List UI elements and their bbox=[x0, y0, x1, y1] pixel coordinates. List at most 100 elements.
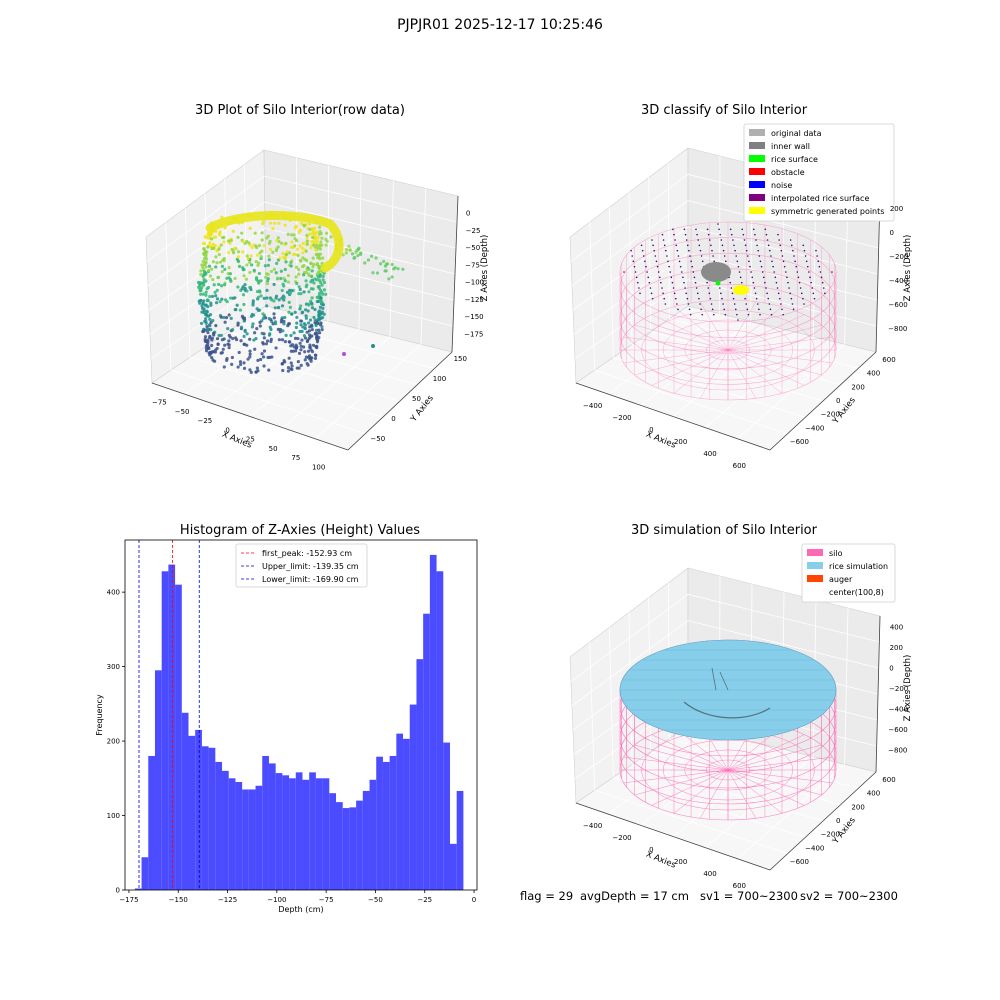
raw-point bbox=[293, 226, 297, 230]
surface-dot bbox=[713, 260, 716, 263]
raw-point bbox=[292, 233, 296, 237]
raw-point bbox=[299, 323, 303, 327]
histogram-bar bbox=[275, 773, 283, 890]
x-tick-label: 0 bbox=[225, 426, 229, 434]
x-tick-label: −100 bbox=[267, 896, 286, 904]
histogram-bar bbox=[302, 779, 310, 890]
raw-point bbox=[309, 301, 314, 305]
histogram-bar bbox=[322, 778, 330, 890]
raw-point bbox=[281, 251, 285, 256]
surface-dot bbox=[663, 244, 666, 247]
raw-point bbox=[275, 261, 279, 265]
raw-point bbox=[341, 253, 345, 257]
raw-point bbox=[237, 350, 241, 355]
wall-grid-line bbox=[146, 175, 458, 262]
raw-point bbox=[272, 316, 276, 320]
surface-dot bbox=[682, 276, 684, 279]
surface-dot bbox=[719, 233, 722, 236]
surface-dot bbox=[750, 271, 752, 273]
raw-point bbox=[240, 231, 244, 235]
histogram-bar bbox=[315, 778, 323, 890]
surface-dot bbox=[732, 297, 735, 300]
z-axis-line bbox=[451, 195, 459, 353]
surface-dot bbox=[800, 292, 803, 295]
raw-point bbox=[289, 333, 293, 338]
surface-dot bbox=[692, 271, 695, 273]
surface-dot bbox=[656, 265, 659, 268]
surface-dot bbox=[712, 313, 715, 316]
surface-dot bbox=[758, 255, 761, 257]
surface-dot bbox=[790, 297, 793, 300]
surface-dot bbox=[691, 265, 694, 268]
surface-dot bbox=[706, 228, 709, 231]
surface-dot bbox=[744, 297, 746, 300]
surface-dot bbox=[734, 249, 736, 252]
raw-point bbox=[325, 239, 329, 243]
raw-point bbox=[234, 307, 238, 312]
raw-point bbox=[210, 294, 215, 299]
surface-dot bbox=[796, 271, 799, 273]
raw-point bbox=[208, 334, 212, 338]
raw-point bbox=[214, 265, 218, 269]
raw-point bbox=[310, 327, 314, 332]
x-tick-label: 75 bbox=[291, 454, 300, 462]
raw-point bbox=[221, 258, 225, 262]
raw-point bbox=[205, 327, 210, 331]
raw-point bbox=[370, 254, 374, 258]
surface-dot bbox=[804, 255, 807, 257]
surface-dot bbox=[745, 303, 748, 305]
raw-point bbox=[300, 246, 304, 250]
raw-point bbox=[284, 252, 288, 257]
x-tick-label: 25 bbox=[246, 436, 255, 444]
raw-point bbox=[301, 265, 305, 269]
raw-point bbox=[319, 299, 323, 304]
surface-dot bbox=[685, 292, 688, 295]
raw-point bbox=[316, 270, 321, 274]
raw-point bbox=[210, 350, 215, 354]
flag-readout: flag = 29 bbox=[520, 889, 574, 903]
surface-dot bbox=[741, 228, 744, 231]
surface-dot bbox=[724, 313, 727, 316]
raw-point bbox=[213, 350, 218, 354]
raw-point bbox=[305, 267, 309, 271]
raw-point bbox=[212, 283, 216, 287]
surface-dot bbox=[729, 228, 732, 231]
raw-point bbox=[220, 264, 224, 268]
z-tick-label: −400 bbox=[889, 706, 908, 714]
raw-point bbox=[242, 302, 246, 307]
raw-point bbox=[314, 248, 318, 252]
raw-point bbox=[320, 290, 324, 294]
histogram-bar bbox=[148, 755, 155, 890]
raw-point bbox=[294, 275, 298, 279]
raw-point bbox=[282, 319, 286, 324]
surface-dot bbox=[792, 308, 795, 311]
x-tick-label: −400 bbox=[583, 402, 602, 410]
raw-point bbox=[205, 324, 209, 329]
raw-point bbox=[199, 298, 203, 303]
surface-dot bbox=[651, 239, 653, 241]
raw-point bbox=[321, 256, 325, 260]
raw-point bbox=[238, 308, 243, 312]
raw-point bbox=[291, 349, 295, 353]
x-tick-label: −125 bbox=[218, 896, 237, 904]
raw-point bbox=[206, 343, 210, 347]
surface-dot bbox=[662, 292, 664, 295]
raw-point bbox=[304, 279, 308, 283]
raw-point bbox=[293, 252, 298, 257]
surface-dot bbox=[720, 239, 723, 241]
raw-point bbox=[298, 258, 303, 263]
raw-point bbox=[293, 244, 297, 248]
raw-point bbox=[258, 320, 262, 324]
raw-point bbox=[319, 296, 323, 300]
surface-dot bbox=[789, 239, 792, 241]
surface-dot bbox=[780, 249, 783, 252]
x-tick-label: −25 bbox=[417, 896, 432, 904]
surface-dot bbox=[803, 303, 805, 305]
raw-point bbox=[248, 355, 252, 359]
surface-dot bbox=[778, 239, 780, 241]
raw-point bbox=[262, 349, 267, 353]
raw-point bbox=[241, 316, 245, 320]
y-tick-label: 400 bbox=[867, 370, 880, 378]
z-tick-label: 0 bbox=[890, 229, 894, 237]
surface-dot bbox=[777, 292, 780, 295]
